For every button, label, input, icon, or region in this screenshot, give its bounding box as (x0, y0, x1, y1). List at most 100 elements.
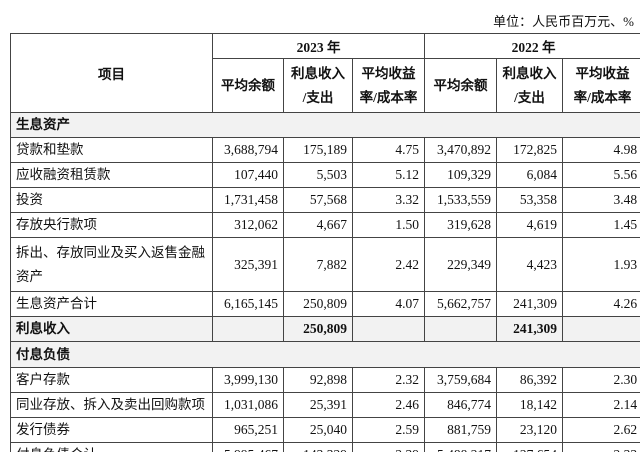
table: 项目 2023 年 2022 年平均余额 利息收入/支出 平均收益 率/成本率 平均余额 利息… (9, 33, 640, 452)
row-label: 同业存放、拆入及卖出回购款项 (10, 392, 213, 418)
cell: 312,062 (212, 212, 284, 238)
header-line: 利息收入 (291, 65, 345, 81)
header-row: 项目 2023 年 2022 年 (10, 33, 640, 113)
cell: 3.32 (351, 187, 426, 213)
cell (212, 316, 284, 342)
table-row: 拆出、存放同业及买入返售金融资产 325,391 7,882 2.42 229,349 4… (10, 237, 640, 292)
row-label: 应收融资租赁款 (10, 162, 213, 188)
cell: 53,358 (496, 187, 564, 213)
cell: 175,189 (283, 137, 353, 163)
cell: 4.26 (562, 291, 640, 317)
cell (562, 316, 640, 342)
cell: 6,084 (496, 162, 564, 188)
cell: 5,488,217 (424, 442, 498, 452)
header-line: 率/成本率 (573, 89, 632, 105)
header-line: 率/成本率 (359, 89, 418, 105)
cell: 241,309 (496, 291, 564, 317)
cell: 319,628 (424, 212, 498, 238)
cell: 23,120 (496, 417, 564, 443)
header-line: 利息收入 (502, 65, 557, 81)
table-row: 付息负债合计5,995,467143,3292.395,488,217127,6… (10, 442, 640, 452)
cell: 250,809 (283, 316, 353, 342)
cell: 25,391 (283, 392, 353, 418)
row-label: 利息收入 (10, 316, 213, 342)
cell: 4,619 (496, 212, 564, 238)
cell: 3,759,684 (424, 367, 498, 393)
cell (424, 316, 498, 342)
cell: 2.30 (562, 367, 640, 393)
item-header: 项目 (10, 33, 213, 113)
cell: 2.42 (351, 237, 426, 292)
cell: 846,774 (424, 392, 498, 418)
cell: 172,825 (496, 137, 564, 163)
cell: 250,809 (283, 291, 353, 317)
cell: 2.33 (562, 442, 640, 452)
cell: 1.93 (562, 237, 640, 292)
cell: 881,759 (424, 417, 498, 443)
row-label: 拆出、存放同业及买入返售金融资产 (10, 237, 213, 292)
header-line: 平均收益 (575, 65, 630, 81)
cell: 3,999,130 (212, 367, 284, 393)
cell: 86,392 (496, 367, 564, 393)
cell: 325,391 (212, 237, 284, 292)
cell: 1.45 (562, 212, 640, 238)
cell: 2.39 (351, 442, 426, 452)
table-row: 客户存款 3,999,130 92,898 2.32 3,759,684 86,392 2.… (10, 367, 640, 393)
row-label: 生息资产 (9, 112, 640, 138)
cell: 5.12 (351, 162, 426, 188)
header-line: /支出 (514, 89, 545, 105)
column-header: 利息收入/支出 (496, 58, 564, 113)
header-line: 平均收益 (361, 65, 416, 81)
header-line: /支出 (302, 89, 334, 105)
row-label: 投资 (10, 187, 213, 213)
cell: 2.62 (562, 417, 640, 443)
cell: 241,309 (496, 316, 564, 342)
cell (351, 316, 426, 342)
header-line: 平均余额 (433, 77, 488, 93)
cell: 107,440 (212, 162, 284, 188)
cell: 127,654 (496, 442, 564, 452)
table-row: 同业存放、拆入及卖出回购款项 1,031,086 25,391 2.46 846,774… (10, 392, 640, 418)
cell: 4.75 (351, 137, 426, 163)
cell: 1,031,086 (212, 392, 284, 418)
cell: 109,329 (424, 162, 498, 188)
cell: 5.56 (562, 162, 640, 188)
cell: 18,142 (496, 392, 564, 418)
cell: 25,040 (283, 417, 353, 443)
unit-note: 单位：人民币百万元、% (493, 14, 634, 29)
table-row: 发行债券 965,251 25,040 2.59 881,759 23,120 2.62 (10, 417, 640, 443)
row-label: 付息负债 (9, 341, 640, 368)
cell: 2.59 (351, 417, 426, 443)
table-row: 应收融资租赁款 107,440 5,503 5.12 109,329 6,084 5.56 (10, 162, 640, 188)
column-header: 平均余额 (424, 58, 498, 113)
column-header: 平均收益率/成本率 (351, 58, 426, 113)
table-row: 存放央行款项 312,062 4,667 1.50 319,628 4,619 1.45 (10, 212, 640, 238)
header-line: 平均余额 (221, 77, 275, 93)
header-row: 平均余额 利息收入/支出 平均收益 率/成本率 平均余额 利息收入/支出 平均收益 率/成本率 (11, 58, 640, 113)
row-label: 发行债券 (10, 417, 213, 443)
cell: 2.14 (562, 392, 640, 418)
cell: 965,251 (212, 417, 284, 443)
cell: 1,731,458 (212, 187, 284, 213)
cell: 229,349 (424, 237, 498, 292)
cell: 1.50 (351, 212, 426, 238)
column-header: 利息收入/支出 (283, 58, 353, 113)
cell: 5,662,757 (424, 291, 498, 317)
row-label: 贷款和垫款 (10, 137, 213, 163)
column-header: 平均收益率/成本率 (562, 58, 640, 113)
cell: 4,423 (496, 237, 564, 292)
cell: 7,882 (283, 237, 353, 292)
row-label: 生息资产合计 (10, 291, 213, 317)
cell: 2.46 (351, 392, 426, 418)
cell: 1,533,559 (424, 187, 498, 213)
year-header: 2023 年 (211, 33, 426, 59)
cell: 4.07 (351, 291, 426, 317)
cell: 5,503 (283, 162, 353, 188)
cell: 57,568 (283, 187, 353, 213)
row-label: 客户存款 (10, 367, 213, 393)
cell: 92,898 (283, 367, 353, 393)
cell: 3.48 (562, 187, 640, 213)
cell: 4,667 (283, 212, 353, 238)
cell: 4.98 (562, 137, 640, 163)
